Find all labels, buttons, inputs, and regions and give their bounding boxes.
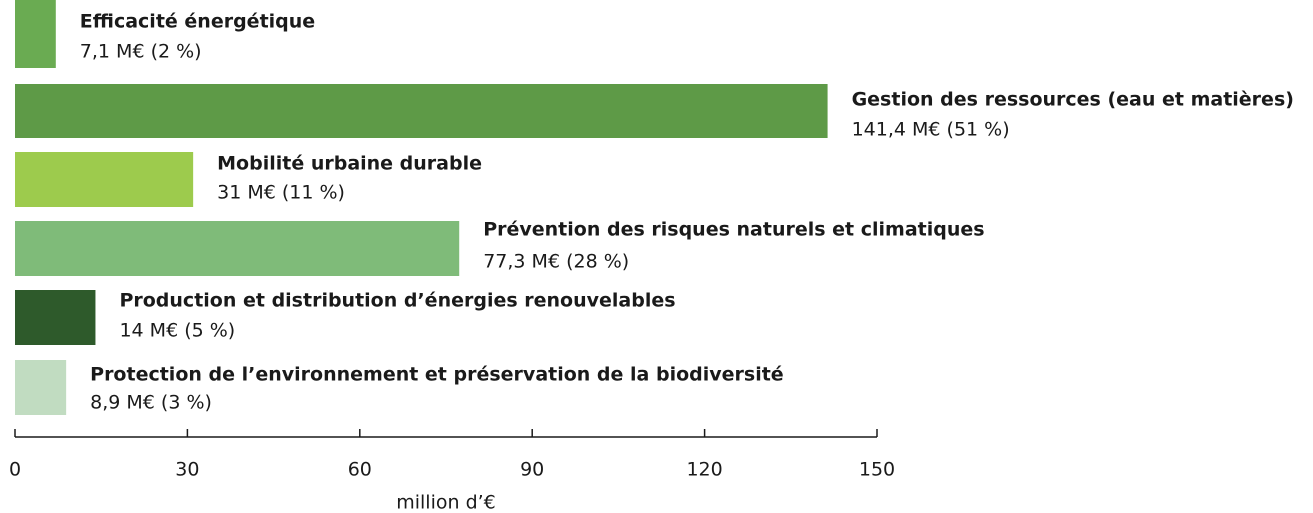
bar (15, 221, 460, 276)
value-label: 7,1 M€ (2 %) (80, 41, 202, 63)
x-tick-label: 90 (520, 459, 544, 481)
category-label: Gestion des ressources (eau et matières) (852, 89, 1294, 111)
bar (15, 152, 194, 207)
value-label: 14 M€ (5 %) (119, 320, 235, 342)
bar (15, 290, 96, 345)
category-label: Prévention des risques naturels et clima… (483, 219, 984, 241)
category-label: Efficacité énergétique (80, 11, 315, 33)
x-tick-label: 30 (175, 459, 199, 481)
x-axis-title: million d’€ (396, 492, 496, 513)
value-label: 31 M€ (11 %) (217, 182, 345, 204)
x-tick-label: 0 (9, 459, 21, 481)
x-tick-label: 60 (348, 459, 372, 481)
value-label: 77,3 M€ (28 %) (483, 251, 629, 273)
category-label: Mobilité urbaine durable (217, 153, 482, 175)
x-tick-label: 120 (686, 459, 722, 481)
bar (15, 84, 828, 138)
bar (15, 360, 67, 415)
category-label: Production et distribution d’énergies re… (119, 290, 675, 312)
value-label: 141,4 M€ (51 %) (852, 119, 1010, 141)
value-label: 8,9 M€ (3 %) (90, 392, 212, 414)
x-tick-label: 150 (859, 459, 895, 481)
category-label: Protection de l’environnement et préserv… (90, 364, 784, 386)
bar (15, 0, 56, 68)
